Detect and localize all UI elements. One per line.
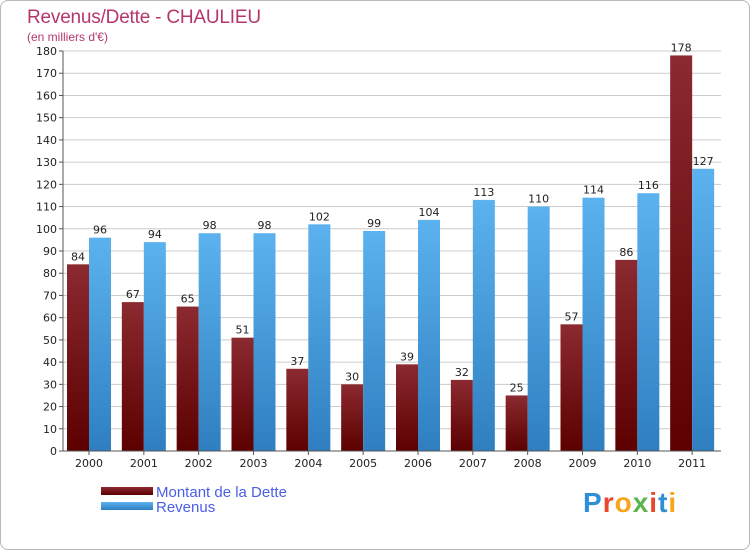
y-tick-label: 130 xyxy=(36,156,57,169)
bar-dette xyxy=(286,368,309,451)
logo-letter: i xyxy=(649,487,659,518)
y-tick-label: 20 xyxy=(43,401,57,414)
data-label-revenus: 102 xyxy=(309,210,330,223)
legend-swatch-dette xyxy=(101,487,153,495)
bar-revenus xyxy=(198,233,221,451)
y-tick-label: 70 xyxy=(43,289,57,302)
x-tick-label: 2005 xyxy=(349,457,377,470)
y-tick-label: 120 xyxy=(36,178,57,191)
bar-dette xyxy=(121,302,144,451)
y-tick-label: 100 xyxy=(36,223,57,236)
y-tick-label: 110 xyxy=(36,201,57,214)
x-tick-label: 2000 xyxy=(75,457,103,470)
chart-subtitle: (en milliers d'€) xyxy=(27,30,108,44)
y-tick-label: 180 xyxy=(36,45,57,58)
y-tick-label: 30 xyxy=(43,378,57,391)
bar-revenus xyxy=(582,197,605,451)
data-label-revenus: 114 xyxy=(583,184,604,197)
y-tick-label: 170 xyxy=(36,67,57,80)
x-tick-label: 2011 xyxy=(678,457,706,470)
data-label-dette: 25 xyxy=(510,381,524,394)
data-label-dette: 86 xyxy=(619,246,633,259)
proxiti-logo: Proxiti xyxy=(583,487,677,519)
data-label-dette: 67 xyxy=(126,288,140,301)
bar-dette xyxy=(450,379,473,451)
x-tick-label: 2009 xyxy=(569,457,597,470)
bar-dette xyxy=(560,324,583,451)
data-label-dette: 65 xyxy=(181,293,195,306)
y-tick-label: 40 xyxy=(43,356,57,369)
x-tick-label: 2007 xyxy=(459,457,487,470)
bar-dette xyxy=(176,306,199,451)
logo-letter: r xyxy=(602,487,615,518)
bar-revenus xyxy=(472,199,495,451)
bar-dette xyxy=(615,259,638,451)
y-tick-label: 150 xyxy=(36,112,57,125)
logo-letter: i xyxy=(668,487,678,518)
bar-revenus xyxy=(692,168,715,451)
bar-dette xyxy=(67,264,89,451)
bar-revenus xyxy=(418,219,440,451)
logo-letter: o xyxy=(614,487,633,518)
x-tick-label: 2003 xyxy=(240,457,268,470)
data-label-dette: 32 xyxy=(455,366,469,379)
x-tick-label: 2010 xyxy=(623,457,651,470)
legend-label-dette: Montant de la Dette xyxy=(156,484,287,501)
logo-letter: t xyxy=(658,487,669,518)
bar-revenus xyxy=(253,233,276,451)
bar-revenus xyxy=(143,242,166,451)
bar-revenus xyxy=(308,224,331,451)
data-label-dette: 178 xyxy=(671,41,692,54)
x-tick-label: 2008 xyxy=(514,457,542,470)
data-label-dette: 39 xyxy=(400,350,414,363)
y-tick-label: 0 xyxy=(50,445,57,458)
bars xyxy=(67,55,715,451)
x-tick-label: 2006 xyxy=(404,457,432,470)
bar-dette xyxy=(505,395,528,451)
data-label-revenus: 110 xyxy=(528,193,549,206)
bar-dette xyxy=(670,55,693,451)
y-tick-label: 60 xyxy=(43,312,57,325)
bar-revenus xyxy=(363,231,386,451)
y-tick-label: 50 xyxy=(43,334,57,347)
x-tick-label: 2001 xyxy=(130,457,158,470)
data-label-dette: 84 xyxy=(71,250,85,263)
y-tick-label: 140 xyxy=(36,134,57,147)
data-label-dette: 57 xyxy=(565,310,579,323)
data-label-revenus: 113 xyxy=(473,186,494,199)
y-tick-label: 10 xyxy=(43,423,57,436)
bar-dette xyxy=(341,384,364,451)
labels: 0 10 20 30 40 50 60 70 80 90 100 110 120 130 140 150 160… xyxy=(36,41,714,470)
bar-revenus xyxy=(89,237,111,451)
data-label-revenus: 99 xyxy=(367,217,381,230)
data-label-revenus: 98 xyxy=(258,219,272,232)
legend-label-revenus: Revenus xyxy=(156,499,216,516)
axes xyxy=(59,50,721,455)
data-label-revenus: 116 xyxy=(638,179,659,192)
x-tick-label: 2002 xyxy=(185,457,213,470)
y-tick-label: 90 xyxy=(43,245,57,258)
logo-letter: x xyxy=(632,487,650,518)
data-label-revenus: 94 xyxy=(148,228,162,241)
y-tick-label: 80 xyxy=(43,267,57,280)
bar-dette xyxy=(396,364,418,451)
grid-lines xyxy=(63,50,721,430)
data-label-dette: 30 xyxy=(345,370,359,383)
chart-title: Revenus/Dette - CHAULIEU xyxy=(27,7,261,28)
bar-dette xyxy=(231,337,254,451)
y-tick-label: 160 xyxy=(36,89,57,102)
data-label-revenus: 96 xyxy=(93,224,107,237)
legend-swatch-revenus xyxy=(101,502,153,510)
data-label-revenus: 104 xyxy=(419,206,440,219)
data-label-revenus: 98 xyxy=(203,219,217,232)
x-tick-label: 2004 xyxy=(294,457,322,470)
bar-revenus xyxy=(527,206,550,451)
data-label-revenus: 127 xyxy=(693,155,714,168)
bar-revenus xyxy=(637,193,660,451)
data-label-dette: 51 xyxy=(236,324,250,337)
logo-letter: P xyxy=(583,487,603,518)
data-label-dette: 37 xyxy=(290,355,304,368)
